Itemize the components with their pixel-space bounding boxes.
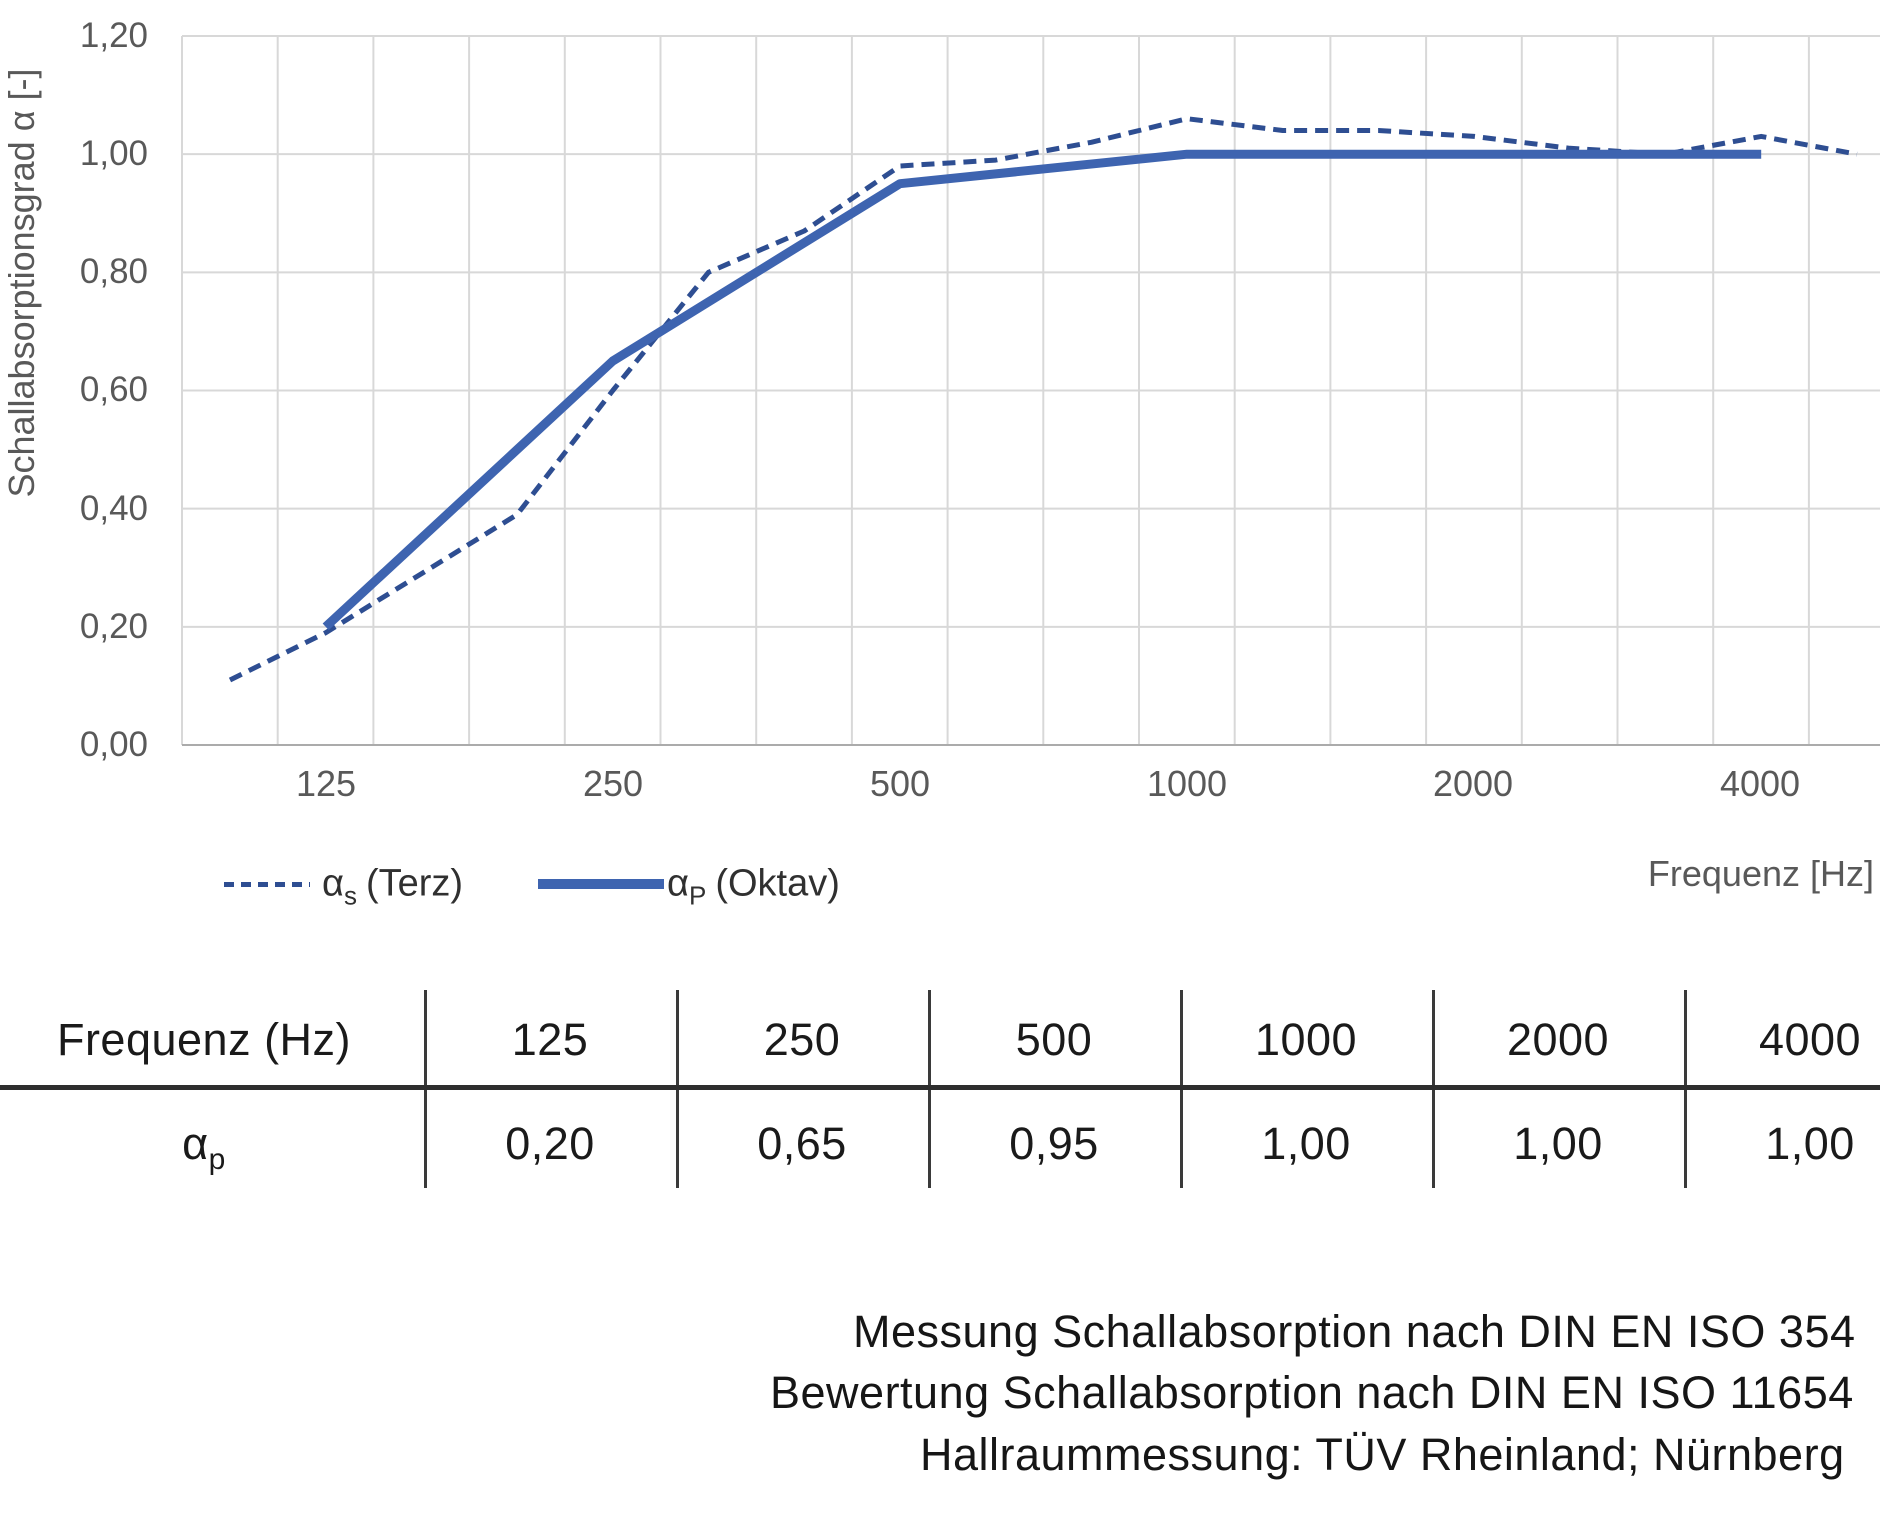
x-axis-title: Frequenz [Hz] <box>1647 853 1874 894</box>
footer-rating-note: Bewertung Schallabsorption nach DIN EN I… <box>770 1367 1854 1418</box>
table-value-500: 0,95 <box>1009 1118 1099 1169</box>
x-tick-label: 250 <box>582 763 644 804</box>
table-value-4000: 1,00 <box>1765 1118 1855 1169</box>
table-header-2000: 2000 <box>1506 1014 1610 1065</box>
legend-dashed-line-sample <box>224 882 310 887</box>
table-header-frequenz: Frequenz (Hz) <box>56 1014 352 1065</box>
table-header-125: 125 <box>511 1014 589 1065</box>
table-value-250: 0,65 <box>757 1118 847 1169</box>
y-tick-label: 1,00 <box>79 134 148 173</box>
legend-item-terz: αs (Terz) <box>322 862 464 911</box>
table-header-4000: 4000 <box>1758 1014 1862 1065</box>
table-header-250: 250 <box>763 1014 841 1065</box>
y-tick-label: 1,20 <box>79 16 148 55</box>
x-tick-label: 500 <box>869 763 931 804</box>
y-tick-label: 0,40 <box>79 489 148 528</box>
x-tick-label: 2000 <box>1432 763 1514 804</box>
legend-item-oktav: αP (Oktav) <box>667 862 840 911</box>
table-header-1000: 1000 <box>1254 1014 1358 1065</box>
absorption-chart <box>181 35 1880 746</box>
x-tick-label: 125 <box>295 763 357 804</box>
legend-solid-line-sample <box>538 879 664 889</box>
table-header-500: 500 <box>1015 1014 1093 1065</box>
table-value-125: 0,20 <box>505 1118 595 1169</box>
y-tick-label: 0,60 <box>79 370 148 409</box>
footer-lab-note: Hallraummessung: TÜV Rheinland; Nürnberg <box>920 1429 1845 1480</box>
x-tick-label: 1000 <box>1146 763 1228 804</box>
table-header-rule <box>0 1085 1880 1090</box>
table-value-1000: 1,00 <box>1261 1118 1351 1169</box>
table-row-label-alpha-p: αp <box>182 1118 226 1176</box>
y-tick-label: 0,80 <box>79 252 148 291</box>
x-tick-label: 4000 <box>1719 763 1801 804</box>
footer-measurement-note: Messung Schallabsorption nach DIN EN ISO… <box>853 1306 1856 1357</box>
y-tick-label: 0,00 <box>79 725 148 764</box>
y-tick-label: 0,20 <box>79 607 148 646</box>
table-value-2000: 1,00 <box>1513 1118 1603 1169</box>
